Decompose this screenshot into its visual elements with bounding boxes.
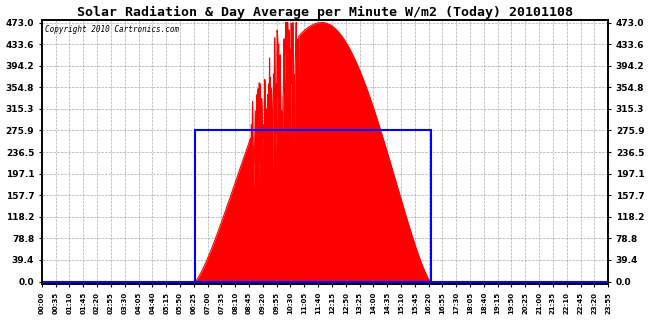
Text: Copyright 2010 Cartronics.com: Copyright 2010 Cartronics.com [45,25,179,34]
Bar [195,131,430,282]
Title: Solar Radiation & Day Average per Minute W/m2 (Today) 20101108: Solar Radiation & Day Average per Minute… [77,5,573,19]
